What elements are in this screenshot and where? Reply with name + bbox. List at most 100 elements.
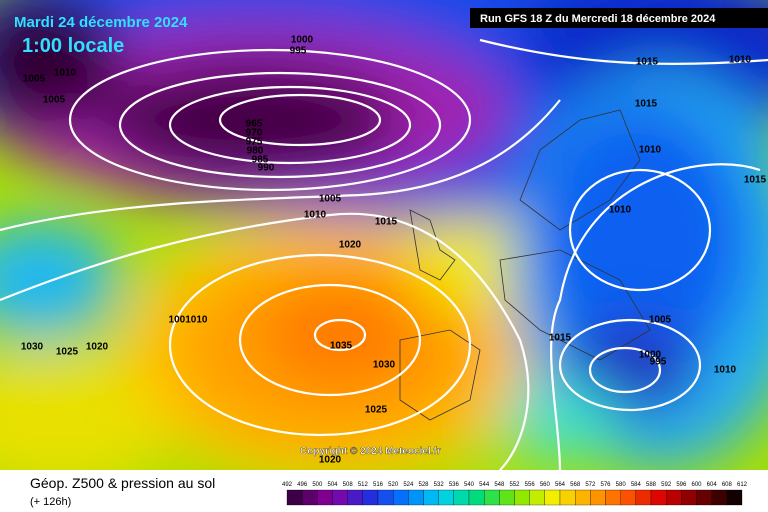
colorbar-label: 520 [388, 482, 399, 488]
isobar-label: 1025 [56, 347, 79, 358]
isobar-label: 1015 [375, 217, 398, 228]
colorbar-label: 576 [600, 482, 611, 488]
isobar-label: 1010 [609, 205, 632, 216]
colorbar-label: 504 [327, 482, 338, 488]
isobar-label: 1030 [21, 342, 44, 353]
isobar-label: 1005 [649, 315, 672, 326]
footer-title: Géop. Z500 & pression au sol [30, 475, 215, 491]
colorbar-cell [650, 489, 667, 506]
colorbar-cell [484, 489, 500, 506]
colorbar-label: 588 [646, 482, 657, 488]
isobar-label: 1025 [365, 405, 388, 416]
isobar-label: 1000 [639, 350, 662, 361]
colorbar-cell [544, 489, 561, 506]
colorbar-label: 592 [661, 482, 672, 488]
colorbar-cell [377, 489, 394, 506]
isobar-label: 1020 [319, 455, 342, 466]
isobar-label: 980 [247, 146, 264, 157]
field [0, 0, 768, 470]
isobar-labels: 1000995100510101005965970975980985990100… [21, 35, 767, 466]
isobars [0, 38, 768, 470]
colorbar-cell [605, 489, 621, 506]
colorbar-cell [666, 489, 682, 506]
colorbar-label: 512 [358, 482, 369, 488]
colorbar-label: 524 [403, 482, 414, 488]
isobar-label: 975 [246, 137, 263, 148]
colorbar-label: 536 [449, 482, 460, 488]
colorbar-cell [347, 489, 363, 506]
isobar-label: 1010 [639, 145, 662, 156]
colorbar-cell [575, 489, 591, 506]
isobar-label: 1010 [304, 210, 327, 221]
colorbar-cell [286, 489, 303, 506]
colorbar-cell [332, 489, 348, 506]
colorbar-label: 544 [479, 482, 490, 488]
isobar-label: 990 [258, 163, 275, 174]
colorbar-label: 492 [282, 482, 293, 488]
colorbar-label: 560 [540, 482, 551, 488]
isobar-label: 1015 [635, 99, 658, 110]
isobar-label: 1010 [714, 365, 737, 376]
time: 1:00 locale [22, 35, 124, 57]
isobar-label: 1020 [339, 240, 362, 251]
run-info: Run GFS 18 Z du Mercredi 18 décembre 202… [480, 13, 716, 25]
colorbar-cell [559, 489, 576, 506]
colorbar-label: 568 [570, 482, 581, 488]
colorbar-cell [681, 489, 697, 506]
colorbar-cell [362, 489, 379, 506]
colorbar-label: 596 [676, 482, 687, 488]
date: Mardi 24 décembre 2024 [14, 14, 188, 31]
colorbar-label: 580 [616, 482, 627, 488]
colorbar-label: 604 [707, 482, 718, 488]
isobar-label: 1010 [54, 68, 77, 79]
colorbar-label: 552 [509, 482, 520, 488]
isobar-label: 1005 [23, 74, 46, 85]
isobar-label: 1010 [729, 55, 752, 66]
colorbar-cell [302, 489, 318, 506]
colorbar-cell [408, 489, 424, 506]
isobar-label: 1015 [636, 57, 659, 68]
run-box [470, 8, 768, 28]
colorbar-label: 528 [418, 482, 429, 488]
colorbar-cell [468, 489, 485, 506]
colorbar-label: 516 [373, 482, 384, 488]
colorbar-cell [590, 489, 606, 506]
colorbar-label: 600 [691, 482, 702, 488]
isobar-label: 1030 [373, 360, 396, 371]
isobar-label: 985 [252, 155, 269, 166]
lead-time: (+ 126h) [30, 496, 71, 508]
coastlines [399, 109, 651, 421]
colorbar-cell [726, 489, 743, 506]
colorbar-cell [499, 489, 515, 506]
isobar-label: 1005 [43, 95, 66, 106]
isobar-label: 1020 [86, 342, 109, 353]
colorbar-cell [317, 489, 333, 506]
isobar-label: 1000 [291, 35, 314, 46]
colorbar-label: 556 [525, 482, 536, 488]
colorbar-label: 508 [343, 482, 354, 488]
isobar-label: 1015 [549, 333, 572, 344]
colorbar-label: 532 [434, 482, 445, 488]
colorbar-cell [711, 489, 727, 506]
isobar-label: 1035 [330, 341, 353, 352]
colorbar-cell [453, 489, 470, 506]
colorbar-label: 540 [464, 482, 475, 488]
colorbar-label: 564 [555, 482, 566, 488]
colorbar-label: 612 [737, 482, 748, 488]
colorbar-label: 584 [631, 482, 642, 488]
isobar-label: 1015 [744, 175, 767, 186]
colorbar-label: 500 [312, 482, 323, 488]
isobar-label: 970 [246, 128, 263, 139]
colorbar: 492 496 500 504 508 512 516 520 524 528 532 536 540 5… [282, 482, 748, 506]
colorbar-cell [529, 489, 545, 506]
isobar-label: 1001010 [169, 315, 208, 326]
colorbar-cell [423, 489, 439, 506]
colorbar-cell [514, 489, 530, 506]
colorbar-label: 572 [585, 482, 596, 488]
isobar-label: 995 [290, 46, 307, 57]
isobar-label: 995 [650, 357, 667, 368]
copyright: Copyright © 2024 Meteociel.fr [300, 446, 441, 457]
colorbar-label: 608 [722, 482, 733, 488]
colorbar-cell [620, 489, 636, 506]
